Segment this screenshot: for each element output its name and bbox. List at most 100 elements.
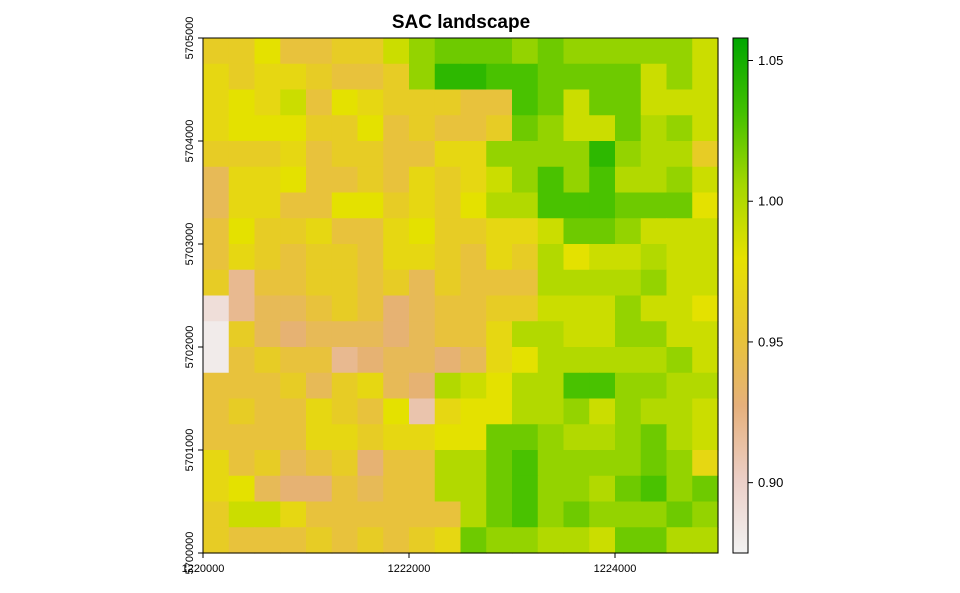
- raster-cell: [512, 450, 539, 477]
- raster-cell: [615, 398, 642, 425]
- raster-cell: [563, 115, 590, 142]
- raster-cell: [460, 398, 487, 425]
- raster-cell: [306, 321, 333, 348]
- raster-cell: [486, 501, 513, 528]
- raster-cell: [280, 295, 307, 322]
- raster-cell: [589, 166, 616, 194]
- raster-cell: [409, 475, 436, 503]
- raster-cell: [640, 89, 668, 116]
- raster-cell: [254, 527, 281, 554]
- raster-cell: [228, 347, 256, 374]
- raster-cell: [203, 424, 230, 451]
- raster-cell: [615, 372, 642, 400]
- raster-cell: [254, 38, 281, 65]
- raster-cell: [563, 295, 590, 322]
- raster-cell: [615, 166, 642, 194]
- raster-cell: [280, 450, 307, 477]
- raster-cell: [640, 269, 668, 297]
- raster-cell: [615, 321, 642, 348]
- raster-cell: [563, 501, 590, 528]
- raster-cell: [537, 244, 565, 271]
- raster-cell: [280, 38, 307, 65]
- raster-cell: [666, 269, 693, 297]
- raster-cell: [486, 347, 513, 374]
- raster-cell: [434, 192, 462, 219]
- raster-cell: [615, 501, 642, 528]
- raster-cell: [666, 166, 693, 194]
- raster-cell: [254, 141, 281, 168]
- raster-cell: [486, 424, 513, 451]
- raster-cell: [512, 475, 539, 503]
- raster-cell: [357, 450, 384, 477]
- raster-cell: [692, 347, 719, 374]
- raster-cell: [512, 89, 539, 116]
- raster-cell: [228, 295, 256, 322]
- raster-cell: [615, 244, 642, 271]
- raster-cell: [203, 295, 230, 322]
- raster-cell: [640, 63, 668, 91]
- raster-cell: [434, 218, 462, 245]
- raster-cell: [666, 244, 693, 271]
- raster-cell: [692, 244, 719, 271]
- raster-cell: [563, 398, 590, 425]
- raster-cell: [640, 424, 668, 451]
- raster-cell: [666, 321, 693, 348]
- raster-cell: [254, 115, 281, 142]
- chart-title: SAC landscape: [392, 12, 530, 33]
- raster-cell: [383, 321, 410, 348]
- raster-cell: [589, 218, 616, 245]
- raster-cell: [331, 244, 359, 271]
- raster-cell: [589, 295, 616, 322]
- raster-cell: [512, 63, 539, 91]
- y-tick-label: 5701000: [184, 429, 196, 472]
- raster-cell: [512, 372, 539, 400]
- raster-cell: [434, 269, 462, 297]
- raster-cell: [486, 38, 513, 65]
- raster-cell: [409, 218, 436, 245]
- raster-cell: [563, 347, 590, 374]
- raster-cell: [409, 192, 436, 219]
- raster-cell: [254, 63, 281, 91]
- raster-cell: [537, 424, 565, 451]
- raster-cell: [254, 372, 281, 400]
- raster-cell: [589, 475, 616, 503]
- raster-cell: [254, 192, 281, 219]
- raster-cell: [666, 192, 693, 219]
- raster-cell: [486, 166, 513, 194]
- raster-cell: [331, 424, 359, 451]
- raster-cell: [357, 89, 384, 116]
- raster-cell: [537, 527, 565, 554]
- raster-cell: [640, 218, 668, 245]
- raster-cell: [331, 218, 359, 245]
- raster-cell: [434, 475, 462, 503]
- y-tick-label: 5702000: [184, 326, 196, 369]
- raster-cell: [460, 115, 487, 142]
- raster-cell: [203, 192, 230, 219]
- raster-cell: [434, 295, 462, 322]
- raster-cell: [306, 63, 333, 91]
- x-tick-label: 1224000: [594, 563, 637, 575]
- raster-cell: [203, 347, 230, 374]
- raster-cell: [331, 398, 359, 425]
- raster-cell: [228, 192, 256, 219]
- raster-cell: [434, 424, 462, 451]
- raster-cell: [486, 115, 513, 142]
- plot-frame: [202, 37, 719, 554]
- raster-cell: [486, 218, 513, 245]
- raster-cell: [692, 63, 719, 91]
- raster-cell: [280, 166, 307, 194]
- raster-cell: [409, 269, 436, 297]
- raster-cell: [357, 38, 384, 65]
- raster-cell: [434, 347, 462, 374]
- raster-cell: [254, 218, 281, 245]
- raster-cell: [383, 166, 410, 194]
- raster-cell: [589, 372, 616, 400]
- raster-cell: [640, 115, 668, 142]
- raster-cell: [563, 527, 590, 554]
- raster-cell: [383, 244, 410, 271]
- raster-cell: [409, 63, 436, 91]
- raster-cell: [589, 321, 616, 348]
- raster-cell: [460, 38, 487, 65]
- raster-cell: [486, 269, 513, 297]
- raster-cell: [460, 321, 487, 348]
